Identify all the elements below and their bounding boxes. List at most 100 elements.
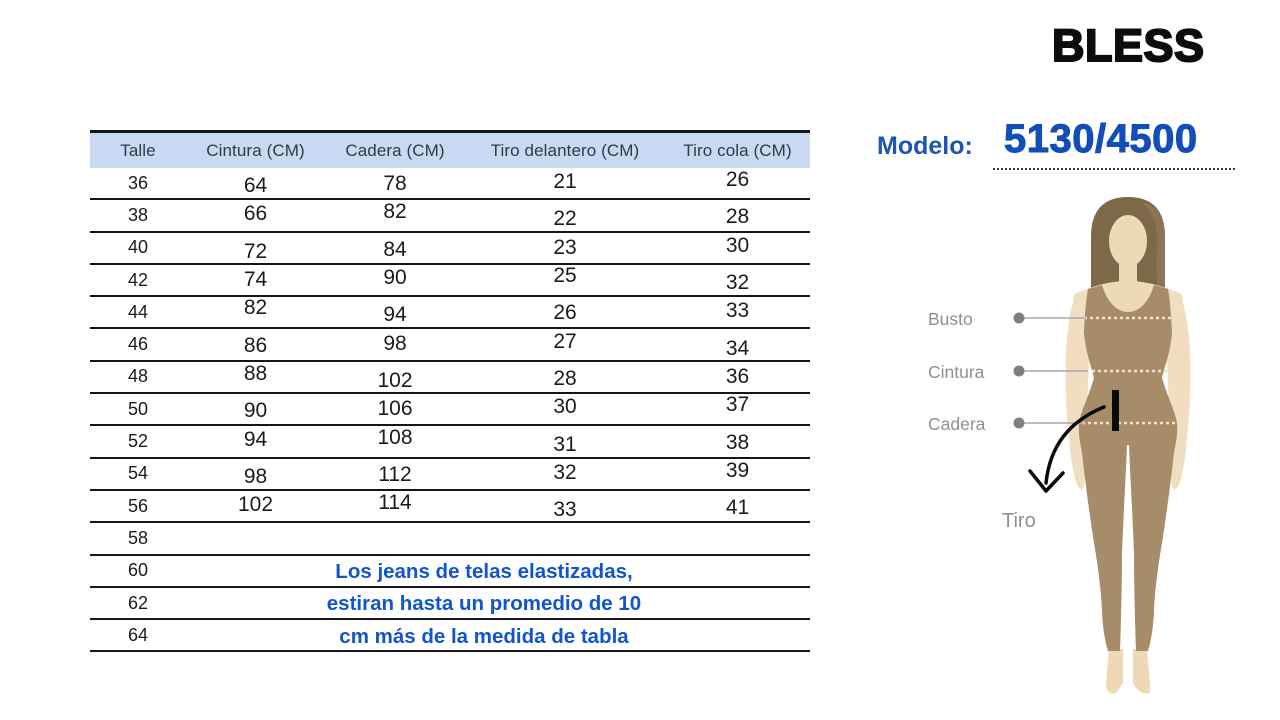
- hip-dot: [1013, 417, 1025, 429]
- measure-cell: 82: [383, 200, 407, 224]
- table-row: 46 86 98 27 34: [90, 329, 810, 362]
- size-cell: 56: [127, 495, 149, 516]
- size-cell: 52: [127, 431, 149, 452]
- waist-label: Cintura: [928, 362, 985, 382]
- size-cell: 36: [127, 172, 149, 193]
- table-row: 54 98 112 32 39: [90, 459, 810, 491]
- measure-cell: 72: [243, 239, 268, 263]
- measure-cell: 37: [725, 393, 750, 417]
- measure-cell: 106: [377, 397, 413, 421]
- measure-cell: 26: [725, 168, 750, 192]
- measure-cell: 33: [553, 498, 577, 522]
- measurement-figure: Busto Cintura Cadera Tiro: [928, 197, 1191, 694]
- table-row: 40 72 84 23 30: [90, 233, 810, 265]
- measure-cell: 64: [243, 174, 268, 198]
- table-row: 52 94 108 31 38: [90, 425, 810, 459]
- rise-label: Tiro: [1002, 510, 1036, 532]
- measure-cell: 78: [383, 172, 407, 196]
- measure-cell: 98: [243, 464, 268, 488]
- table-row: 44 82 94 26 33: [90, 296, 810, 330]
- measure-cell: 88: [243, 361, 268, 385]
- measure-cell: 102: [377, 368, 413, 392]
- measure-cell: 32: [553, 460, 577, 484]
- model-number: 5130/4500: [1004, 117, 1198, 162]
- table-header-row: Talle Cintura (CM) Cadera (CM) Tiro dela…: [90, 130, 810, 168]
- measure-cell: 33: [725, 299, 750, 323]
- measure-cell: 30: [553, 395, 577, 419]
- header-cell-talle: Talle: [120, 140, 156, 160]
- measure-cell: 84: [383, 237, 407, 261]
- table-row: 62: [90, 588, 810, 621]
- measure-cell: 28: [553, 366, 577, 390]
- table-row: 36 64 78 21 26: [90, 168, 810, 201]
- size-cell: 60: [127, 560, 149, 581]
- rise-arrow-curve: [1044, 405, 1106, 485]
- size-cell: 50: [127, 398, 149, 419]
- size-cell: 40: [127, 237, 149, 258]
- table-row: 48 88 102 28 36: [90, 361, 810, 395]
- table-row: 42 74 90 25 32: [90, 264, 810, 298]
- measure-cell: 26: [553, 301, 577, 325]
- measure-cell: 38: [725, 430, 750, 454]
- measure-cell: 108: [377, 425, 413, 449]
- rise-arrow-head: [1028, 469, 1065, 493]
- measure-cell: 21: [553, 170, 577, 194]
- header-cell-tiro-cola: Tiro cola (CM): [683, 140, 792, 160]
- measure-cell: 28: [725, 205, 750, 229]
- measure-cell: 82: [243, 296, 268, 320]
- measure-cell: 27: [553, 329, 577, 353]
- figure-hair-highlight: [1142, 203, 1165, 307]
- measure-cell: 31: [553, 432, 577, 456]
- measure-cell: 34: [725, 336, 750, 360]
- measure-cell: 32: [725, 271, 750, 295]
- header-cell-cadera: Cadera (CM): [345, 140, 445, 160]
- header-cell-tiro-delantero: Tiro delantero (CM): [490, 140, 640, 160]
- measure-cell: 22: [553, 207, 577, 231]
- size-table: Talle Cintura (CM) Cadera (CM) Tiro dela…: [90, 130, 810, 653]
- figure-face: [1109, 215, 1147, 267]
- table-row: 64: [90, 620, 810, 653]
- figure-bodysuit: [1078, 285, 1178, 651]
- measure-cell: 94: [383, 303, 407, 327]
- measure-cell: 23: [553, 235, 577, 259]
- size-cell: 46: [127, 334, 149, 355]
- size-cell: 64: [127, 624, 149, 645]
- size-cell: 44: [127, 301, 149, 322]
- table-row: 56 102 114 33 41: [90, 491, 810, 524]
- measure-cell: 30: [725, 233, 750, 257]
- figure-right-foot: [1133, 649, 1150, 694]
- measure-cell: 25: [553, 264, 577, 288]
- size-cell: 48: [127, 366, 149, 387]
- header-cell-cintura: Cintura (CM): [206, 140, 305, 160]
- measure-cell: 94: [243, 427, 268, 451]
- hip-label: Cadera: [928, 414, 986, 434]
- measure-cell: 41: [725, 496, 750, 520]
- measure-cell: 98: [383, 331, 407, 355]
- waist-dot: [1013, 365, 1025, 377]
- model-label: Modelo:: [877, 132, 973, 160]
- table-row: 50 90 106 30 37: [90, 393, 810, 427]
- figure-left-foot: [1106, 649, 1123, 694]
- measure-cell: 86: [243, 333, 268, 357]
- measure-cell: 66: [243, 202, 268, 226]
- table-row: 60: [90, 556, 810, 588]
- size-cell: 58: [127, 527, 149, 548]
- size-cell: 42: [127, 269, 149, 290]
- rise-marker-bar: [1112, 390, 1119, 431]
- bust-label: Busto: [928, 309, 973, 329]
- bust-dot: [1013, 312, 1025, 324]
- measure-cell: 74: [243, 268, 268, 292]
- measure-cell: 114: [378, 491, 412, 515]
- measure-cell: 36: [725, 364, 750, 388]
- brand-logo: BLESS: [1051, 19, 1205, 72]
- table-row: 58: [90, 523, 810, 556]
- measure-cell: 39: [725, 458, 750, 482]
- model-underline: [993, 168, 1235, 170]
- measure-cell: 90: [383, 266, 407, 290]
- table-row: 38 66 82 22 28: [90, 200, 810, 233]
- size-cell: 62: [127, 592, 149, 613]
- measure-cell: 90: [243, 399, 268, 423]
- size-cell: 38: [127, 204, 149, 225]
- table-body: 36 64 78 21 26 38 66 82 22 28 40 72 84 23 30 42 74 90 25 32…: [90, 168, 810, 653]
